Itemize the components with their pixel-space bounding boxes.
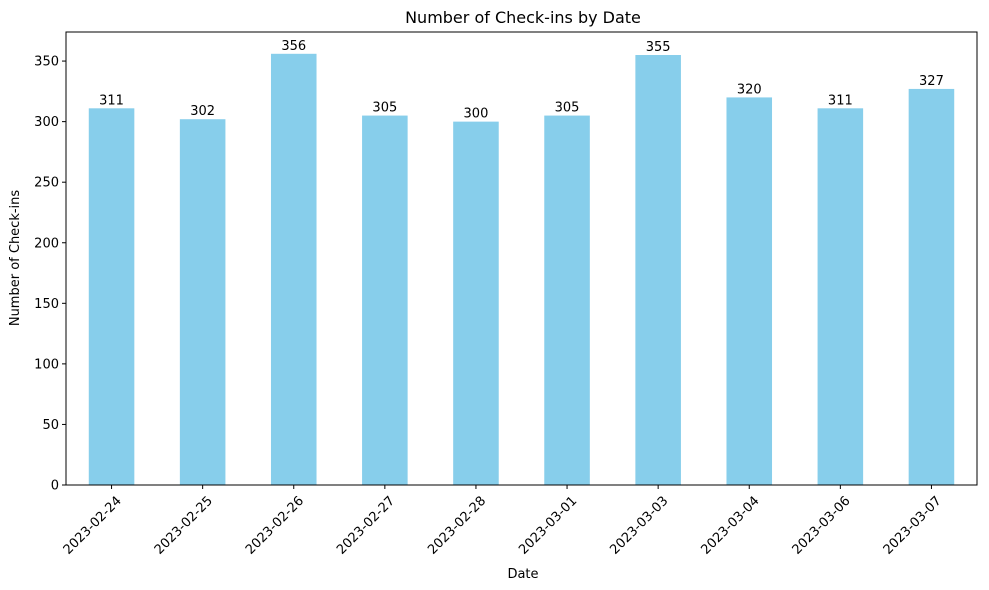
x-tick-label-2023-02-26: 2023-02-26: [243, 494, 307, 558]
bar-2023-03-04: [726, 97, 773, 485]
chart-title: Number of Check-ins by Date: [405, 8, 641, 27]
x-tick-label-2023-03-03: 2023-03-03: [607, 494, 671, 558]
x-tick-label-2023-02-27: 2023-02-27: [334, 494, 398, 558]
x-tick-label-2023-03-04: 2023-03-04: [698, 494, 762, 558]
data-label-2023-03-04: 320: [737, 82, 762, 97]
x-tick-label-2023-02-24: 2023-02-24: [61, 494, 125, 558]
data-label-2023-03-07: 327: [919, 74, 944, 89]
bar-2023-02-28: [453, 121, 499, 485]
y-tick-label-0: 0: [51, 479, 59, 494]
y-tick-label-50: 50: [42, 418, 59, 433]
y-tick-label-200: 200: [34, 236, 59, 251]
x-tick-label-2023-02-25: 2023-02-25: [152, 494, 216, 558]
data-label-2023-03-03: 355: [646, 40, 671, 55]
y-tick-label-300: 300: [34, 115, 59, 130]
y-axis-label: Number of Check-ins: [8, 190, 23, 327]
data-label-2023-02-24: 311: [99, 93, 124, 108]
plot-area: 311 302 356 305 300 305 355 320 311 327 0 50 100 150 2…: [34, 31, 978, 558]
x-tick-label-2023-03-01: 2023-03-01: [516, 494, 580, 558]
y-tick-label-100: 100: [34, 357, 59, 372]
data-label-2023-03-01: 305: [555, 101, 580, 116]
data-label-2023-02-27: 305: [372, 101, 397, 116]
data-label-2023-02-28: 300: [464, 107, 489, 122]
x-tick-label-2023-03-06: 2023-03-06: [790, 494, 854, 558]
x-axis-label: Date: [507, 567, 538, 582]
x-tick-label-2023-03-07: 2023-03-07: [881, 494, 945, 558]
bar-2023-02-27: [362, 115, 408, 485]
axes-frame: [65, 31, 978, 486]
bar-2023-03-01: [544, 115, 590, 485]
data-label-2023-02-25: 302: [190, 104, 215, 119]
y-tick-label-250: 250: [34, 176, 59, 191]
x-tick-label-2023-02-28: 2023-02-28: [425, 494, 489, 558]
bar-2023-03-03: [635, 55, 681, 485]
bar-2023-02-25: [179, 119, 226, 486]
bar-2023-02-24: [88, 108, 135, 485]
y-tick-label-150: 150: [34, 297, 59, 312]
y-tick-label-350: 350: [34, 55, 59, 70]
bar-2023-02-26: [270, 53, 317, 486]
data-label-2023-02-26: 356: [281, 39, 306, 54]
bar-2023-03-07: [908, 88, 955, 486]
data-label-2023-03-06: 311: [828, 93, 853, 108]
bar-2023-03-06: [817, 108, 864, 485]
